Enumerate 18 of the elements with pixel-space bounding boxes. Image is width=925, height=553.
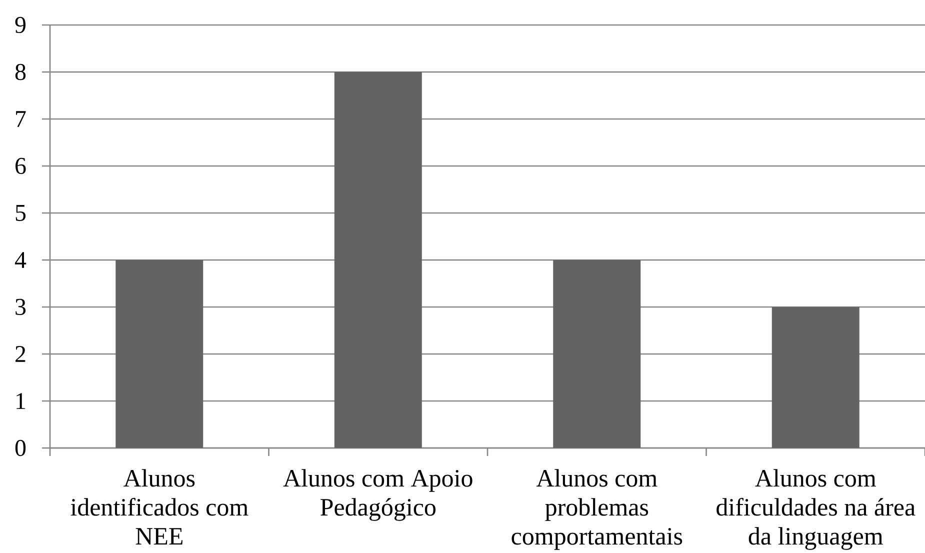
y-tick-label: 9 [15, 16, 26, 34]
y-tick-label: 4 [14, 252, 26, 268]
x-tick-label: Alunos identificados com NEE [70, 469, 248, 545]
y-tick-label: 7 [16, 111, 26, 127]
x-tick-label: Alunos com problemas comportamentais [512, 469, 682, 550]
bar [116, 260, 204, 448]
x-tick-label: Alunos com Apoio Pedagógico [283, 469, 472, 521]
y-tick-label: 5 [16, 205, 26, 221]
y-tick-label: 0 [15, 440, 26, 456]
bar [772, 306, 860, 448]
x-tick-label: Alunos com dificuldades na área da linguagem [716, 469, 916, 550]
y-tick-label: 8 [15, 64, 26, 80]
y-tick-label: 6 [16, 158, 26, 174]
bar [334, 72, 422, 448]
y-tick-label: 2 [16, 346, 26, 362]
y-tick-label: 1 [16, 393, 26, 409]
y-tick-label: 3 [16, 298, 26, 316]
bar [553, 260, 641, 448]
